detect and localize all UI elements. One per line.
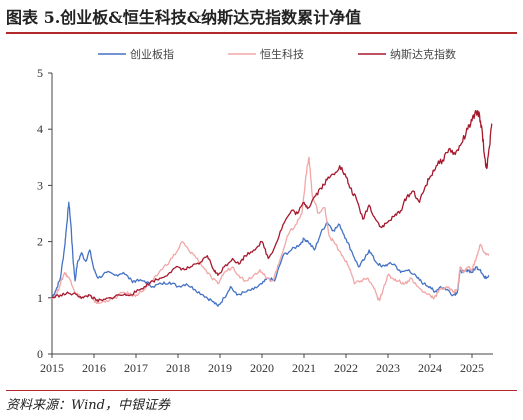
x-tick-label: 2019 [208, 361, 232, 375]
chart-title: 图表 5.创业板&恒生科技&纳斯达克指数累计净值 [6, 8, 362, 27]
y-tick-label: 1 [37, 291, 43, 305]
series-line-1 [51, 201, 490, 307]
chart-legend: 创业板指 恒生科技 纳斯达克指数 [98, 47, 456, 61]
chart-axes: 0 1 2 3 4 5 2015 2016 2017 2018 2019 2020 2021 2022 20… [37, 66, 493, 375]
y-tick-label: 4 [37, 122, 43, 136]
x-tick-label: 2023 [376, 361, 400, 375]
x-tick-label: 2022 [334, 361, 358, 375]
chart-series [51, 109, 493, 307]
title-rule [6, 32, 517, 34]
x-tick-label: 2025 [460, 361, 484, 375]
source-rule [6, 390, 517, 391]
x-tick-label: 2020 [250, 361, 274, 375]
x-tick-label: 2021 [292, 361, 316, 375]
series-line-3 [51, 109, 493, 303]
legend-label-3: 纳斯达克指数 [390, 47, 456, 61]
y-tick-label: 0 [37, 347, 43, 361]
x-tick-label: 2017 [124, 361, 148, 375]
line-chart: 创业板指 恒生科技 纳斯达克指数 0 1 2 3 4 5 2015 2016 2017 2018 201… [37, 47, 493, 375]
series-line-2 [51, 156, 490, 305]
x-tick-label: 2024 [418, 361, 442, 375]
y-tick-label: 5 [37, 66, 43, 80]
x-tick-label: 2016 [82, 361, 106, 375]
y-tick-label: 3 [37, 178, 43, 192]
x-tick-label: 2018 [166, 361, 190, 375]
legend-label-1: 创业板指 [130, 47, 174, 61]
source-note: 资料来源：Wind，中银证券 [6, 398, 170, 413]
x-tick-label: 2015 [40, 361, 64, 375]
legend-label-2: 恒生科技 [260, 47, 304, 61]
y-tick-label: 2 [37, 235, 43, 249]
